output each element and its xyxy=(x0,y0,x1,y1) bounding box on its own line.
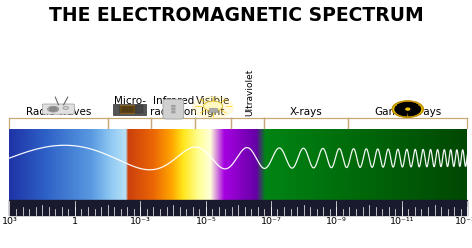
Bar xyxy=(120,105,134,113)
Text: 10⁻⁹: 10⁻⁹ xyxy=(326,217,347,226)
Text: 10⁻⁷: 10⁻⁷ xyxy=(261,217,281,226)
Circle shape xyxy=(171,105,176,107)
Circle shape xyxy=(63,106,68,110)
Circle shape xyxy=(392,101,423,117)
Text: Infrared
radiation: Infrared radiation xyxy=(150,96,197,117)
Wedge shape xyxy=(397,102,418,108)
Text: Gamma-rays: Gamma-rays xyxy=(374,107,441,117)
Bar xyxy=(209,108,217,112)
Bar xyxy=(9,200,467,215)
Text: 10³: 10³ xyxy=(1,217,17,226)
Text: X-rays: X-rays xyxy=(289,107,322,117)
FancyBboxPatch shape xyxy=(42,104,75,114)
Circle shape xyxy=(50,107,57,111)
Wedge shape xyxy=(408,106,421,116)
Wedge shape xyxy=(395,106,407,116)
Circle shape xyxy=(171,111,176,113)
Text: 10⁻⁵: 10⁻⁵ xyxy=(195,217,216,226)
Circle shape xyxy=(171,108,176,110)
Circle shape xyxy=(406,108,410,110)
Text: 10⁻¹³: 10⁻¹³ xyxy=(455,217,472,226)
Text: 10⁻¹¹: 10⁻¹¹ xyxy=(389,217,414,226)
Bar xyxy=(113,104,146,115)
Bar xyxy=(119,105,135,114)
Circle shape xyxy=(203,101,223,111)
Text: Ultraviolet: Ultraviolet xyxy=(245,68,254,116)
Bar xyxy=(136,105,143,114)
Text: 1: 1 xyxy=(72,217,78,226)
Text: Visible
light: Visible light xyxy=(196,96,230,117)
Circle shape xyxy=(193,97,234,118)
Circle shape xyxy=(405,107,411,111)
Text: Radio waves: Radio waves xyxy=(26,107,91,117)
FancyBboxPatch shape xyxy=(163,99,184,119)
Text: Micro-
waves: Micro- waves xyxy=(113,96,146,117)
Circle shape xyxy=(48,106,59,112)
Text: 10⁻³: 10⁻³ xyxy=(130,217,151,226)
Text: THE ELECTROMAGNETIC SPECTRUM: THE ELECTROMAGNETIC SPECTRUM xyxy=(49,6,423,25)
